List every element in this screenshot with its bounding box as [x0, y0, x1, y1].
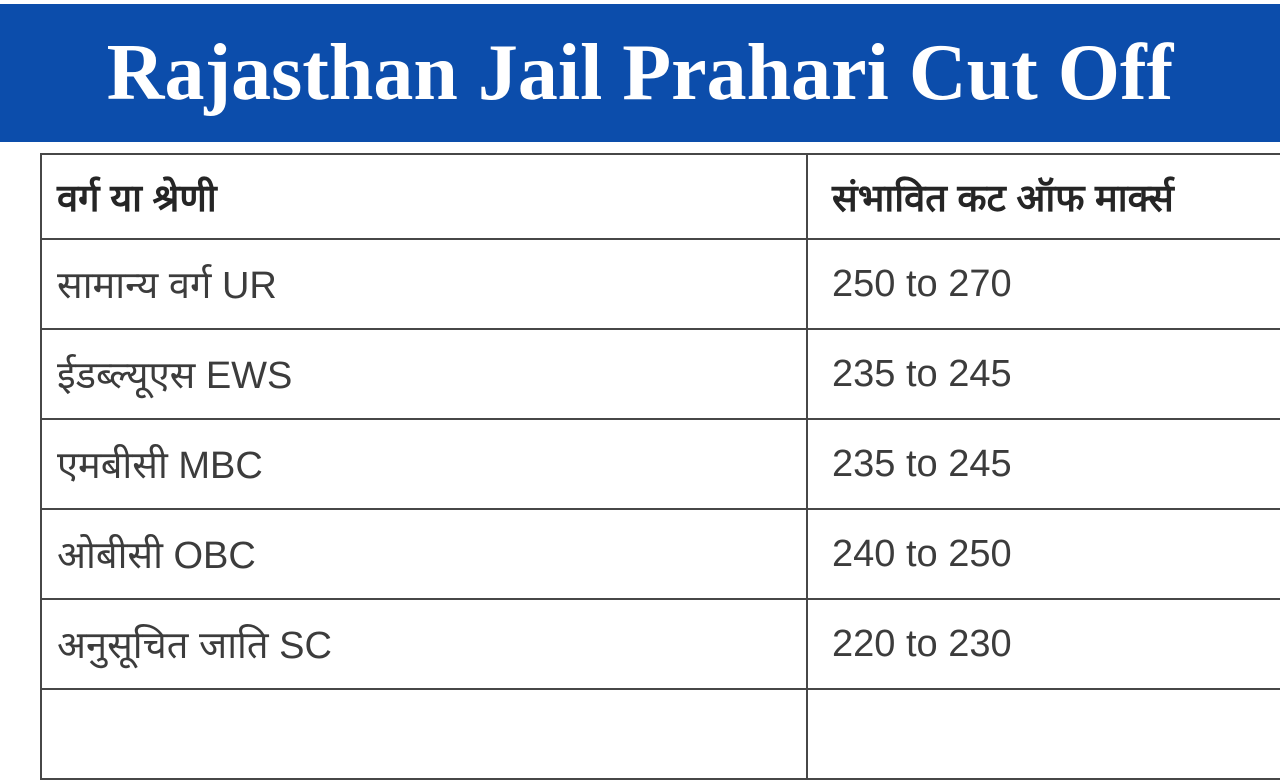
- cutoff-table: वर्ग या श्रेणी संभावित कट ऑफ मार्क्स साम…: [40, 153, 1280, 780]
- category-cell: ओबीसी OBC: [40, 508, 808, 600]
- cutoff-table-container: वर्ग या श्रेणी संभावित कट ऑफ मार्क्स साम…: [40, 153, 1280, 780]
- column-header-category: वर्ग या श्रेणी: [40, 153, 808, 240]
- table-row: सामान्य वर्ग UR 250 to 270: [40, 238, 1280, 330]
- cutoff-cell: 235 to 245: [806, 328, 1280, 420]
- category-cell: एमबीसी MBC: [40, 418, 808, 510]
- cutoff-cell: 220 to 230: [806, 598, 1280, 690]
- page-title: Rajasthan Jail Prahari Cut Off: [106, 29, 1174, 117]
- cutoff-cell: 250 to 270: [806, 238, 1280, 330]
- category-cell: अनुसूचित जाति SC: [40, 598, 808, 690]
- cutoff-cell: 240 to 250: [806, 508, 1280, 600]
- header-banner: Rajasthan Jail Prahari Cut Off: [0, 4, 1280, 142]
- column-header-cutoff-marks: संभावित कट ऑफ मार्क्स: [806, 153, 1280, 240]
- table-header-row: वर्ग या श्रेणी संभावित कट ऑफ मार्क्स: [40, 153, 1280, 240]
- table-row: एमबीसी MBC 235 to 245: [40, 418, 1280, 510]
- table-row: अनुसूचित जाति SC 220 to 230: [40, 598, 1280, 690]
- table-row-cutoff-at-viewport-bottom: [40, 688, 1280, 780]
- table-row: ईडब्ल्यूएस EWS 235 to 245: [40, 328, 1280, 420]
- category-cell: सामान्य वर्ग UR: [40, 238, 808, 330]
- cutoff-cell: [806, 688, 1280, 780]
- category-cell: ईडब्ल्यूएस EWS: [40, 328, 808, 420]
- table-row: ओबीसी OBC 240 to 250: [40, 508, 1280, 600]
- cutoff-cell: 235 to 245: [806, 418, 1280, 510]
- category-cell: [40, 688, 808, 780]
